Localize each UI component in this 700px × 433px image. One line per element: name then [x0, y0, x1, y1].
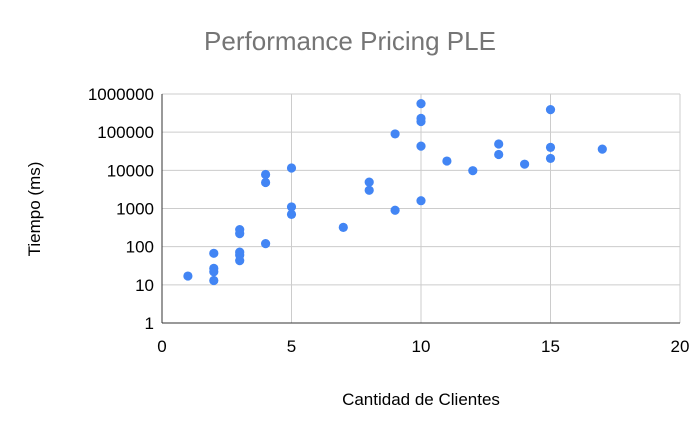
data-point [286, 202, 297, 212]
data-point [545, 105, 556, 115]
y-tick-label: 100000 [97, 123, 154, 142]
data-point [209, 275, 219, 286]
data-point [235, 247, 245, 257]
data-point [209, 263, 219, 273]
data-point [494, 139, 504, 149]
data-point [261, 177, 271, 188]
gridlines [162, 93, 681, 323]
data-point [390, 129, 400, 139]
data-point [442, 156, 452, 166]
x-tick-label: 10 [412, 337, 431, 356]
y-tick-label: 10 [135, 276, 154, 295]
y-tick-label: 100 [126, 238, 154, 257]
x-tick-label: 20 [671, 337, 690, 356]
data-point [286, 163, 297, 173]
data-point [520, 159, 530, 169]
data-point [235, 225, 245, 235]
y-tick-label: 1000000 [88, 85, 154, 104]
data-point [416, 113, 426, 123]
data-point [597, 144, 607, 154]
data-point [468, 166, 478, 176]
data-point [416, 99, 426, 109]
y-tick-label: 1000 [116, 200, 154, 219]
data-point [545, 142, 556, 152]
data-point [545, 153, 556, 164]
data-point [416, 141, 426, 151]
x-tick-label: 15 [541, 337, 560, 356]
data-point [338, 222, 348, 232]
data-point [494, 149, 504, 160]
x-tick-label: 5 [287, 337, 296, 356]
tick-labels: 1 10 100 1000 10000 100000 1000000 0 5 10 15 20 [88, 85, 690, 356]
y-tick-label: 1 [145, 314, 154, 333]
y-tick-label: 10000 [107, 161, 154, 180]
data-point [364, 185, 374, 195]
data-point [261, 169, 271, 180]
x-tick-label: 0 [157, 337, 166, 356]
data-points [183, 99, 607, 286]
data-point [209, 248, 219, 258]
data-point [364, 177, 374, 187]
axes [161, 94, 680, 324]
data-point [261, 239, 271, 249]
y-axis-title: Tiempo (ms) [25, 162, 44, 257]
data-point [183, 271, 193, 281]
data-point [390, 205, 400, 215]
data-point [286, 209, 297, 220]
x-axis-title: Cantidad de Clientes [342, 390, 500, 409]
chart-title: Performance Pricing PLE [204, 26, 496, 56]
data-point [416, 196, 426, 206]
